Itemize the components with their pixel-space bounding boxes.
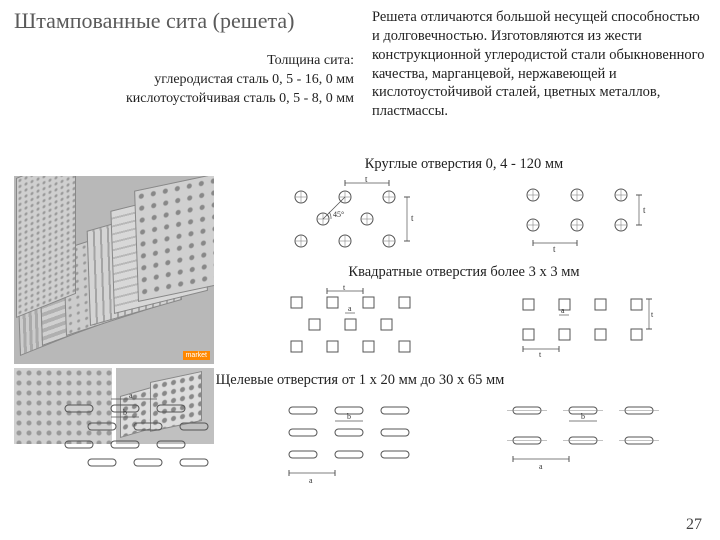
square-diagram-2: a t t <box>505 285 655 359</box>
dim-a4: a <box>309 476 313 485</box>
dim-a3: a <box>129 393 133 400</box>
dim-t4: t <box>643 205 646 215</box>
dim-b1: b <box>123 408 127 417</box>
dim-b2: b <box>347 412 351 421</box>
page-number: 27 <box>686 516 702 534</box>
slot-diagram-1: b a <box>51 393 221 489</box>
square-diagram-1: a t <box>273 285 423 359</box>
dim-a1: a <box>348 304 352 313</box>
thickness-heading: Толщина сита: <box>14 52 354 71</box>
dim-b3: b <box>581 412 585 421</box>
thickness-line1: углеродистая сталь 0, 5 - 16, 0 мм <box>14 71 354 90</box>
round-diagram-2: t t <box>505 177 655 255</box>
square-diagrams: a t a t t <box>222 283 706 361</box>
slot-section: Щелевые отверстия от 1 х 20 мм до 30 х 6… <box>14 368 706 491</box>
description-text: Решета отличаются большой несущей способ… <box>372 8 706 121</box>
dim-a5: a <box>539 462 543 471</box>
slot-diagram-3: b a <box>499 393 669 489</box>
round-diagrams: 45° t t t <box>222 175 706 257</box>
slot-label: Щелевые отверстия от 1 х 20 мм до 30 х 6… <box>14 368 706 391</box>
slot-diagrams: b a b a b <box>14 391 706 491</box>
photo-watermark: market <box>183 351 210 360</box>
dim-a2: a <box>561 306 565 315</box>
header-row: Штампованные сита (решета) Толщина сита:… <box>0 0 720 125</box>
slot-diagram-2: b a <box>275 393 445 489</box>
round-diagram-1: 45° t t <box>273 177 423 255</box>
dim-t2: t <box>411 213 414 223</box>
round-label: Круглые отверстия 0, 4 - 120 мм <box>222 152 706 175</box>
square-label: Квадратные отверстия более 3 х 3 мм <box>222 260 706 283</box>
dim-t3: t <box>553 244 556 254</box>
right-header: Решета отличаются большой несущей способ… <box>372 8 706 121</box>
round-section: Круглые отверстия 0, 4 - 120 мм 45° <box>222 152 706 257</box>
page-title: Штампованные сита (решета) <box>14 8 354 34</box>
thickness-line2: кислотоустойчивая сталь 0, 5 - 8, 0 мм <box>14 90 354 109</box>
main-photo: market <box>14 176 214 364</box>
thickness-block: Толщина сита: углеродистая сталь 0, 5 - … <box>14 52 354 109</box>
angle-label: 45° <box>333 210 344 219</box>
dim-t6: t <box>539 350 542 359</box>
square-section: Квадратные отверстия более 3 х 3 мм a t … <box>222 260 706 361</box>
dim-t7: t <box>651 310 654 319</box>
left-header: Штампованные сита (решета) Толщина сита:… <box>14 8 354 121</box>
